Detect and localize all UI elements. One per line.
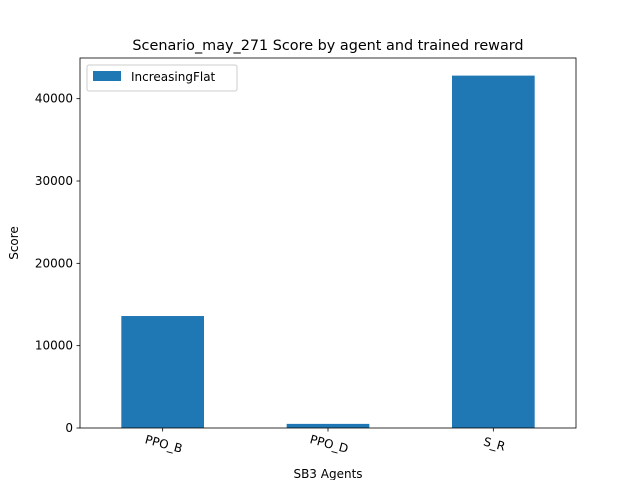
y-tick-label: 20000 [35, 256, 73, 270]
y-axis: 0 10000 20000 30000 40000 [35, 92, 80, 435]
chart-title: Scenario_may_271 Score by agent and trai… [132, 38, 523, 54]
bar-s-r [452, 75, 535, 428]
bar-ppo-d [286, 423, 370, 428]
plot-frame [79, 57, 577, 429]
x-axis-label: SB3 Agents [293, 467, 362, 480]
y-tick-label: 40000 [35, 92, 73, 106]
legend-label-increasingflat: IncreasingFlat [131, 70, 216, 84]
bar-ppo-b [121, 316, 204, 428]
y-tick-label: 30000 [35, 174, 73, 188]
bars-group [121, 75, 535, 428]
legend-box [86, 64, 238, 92]
y-tick-label: 10000 [35, 339, 73, 353]
legend-swatch [93, 71, 121, 81]
legend: IncreasingFlat [86, 64, 238, 92]
y-axis-label: Score [7, 226, 21, 260]
y-tick-label: 0 [65, 421, 73, 435]
x-tick-label: S_R [482, 435, 507, 454]
